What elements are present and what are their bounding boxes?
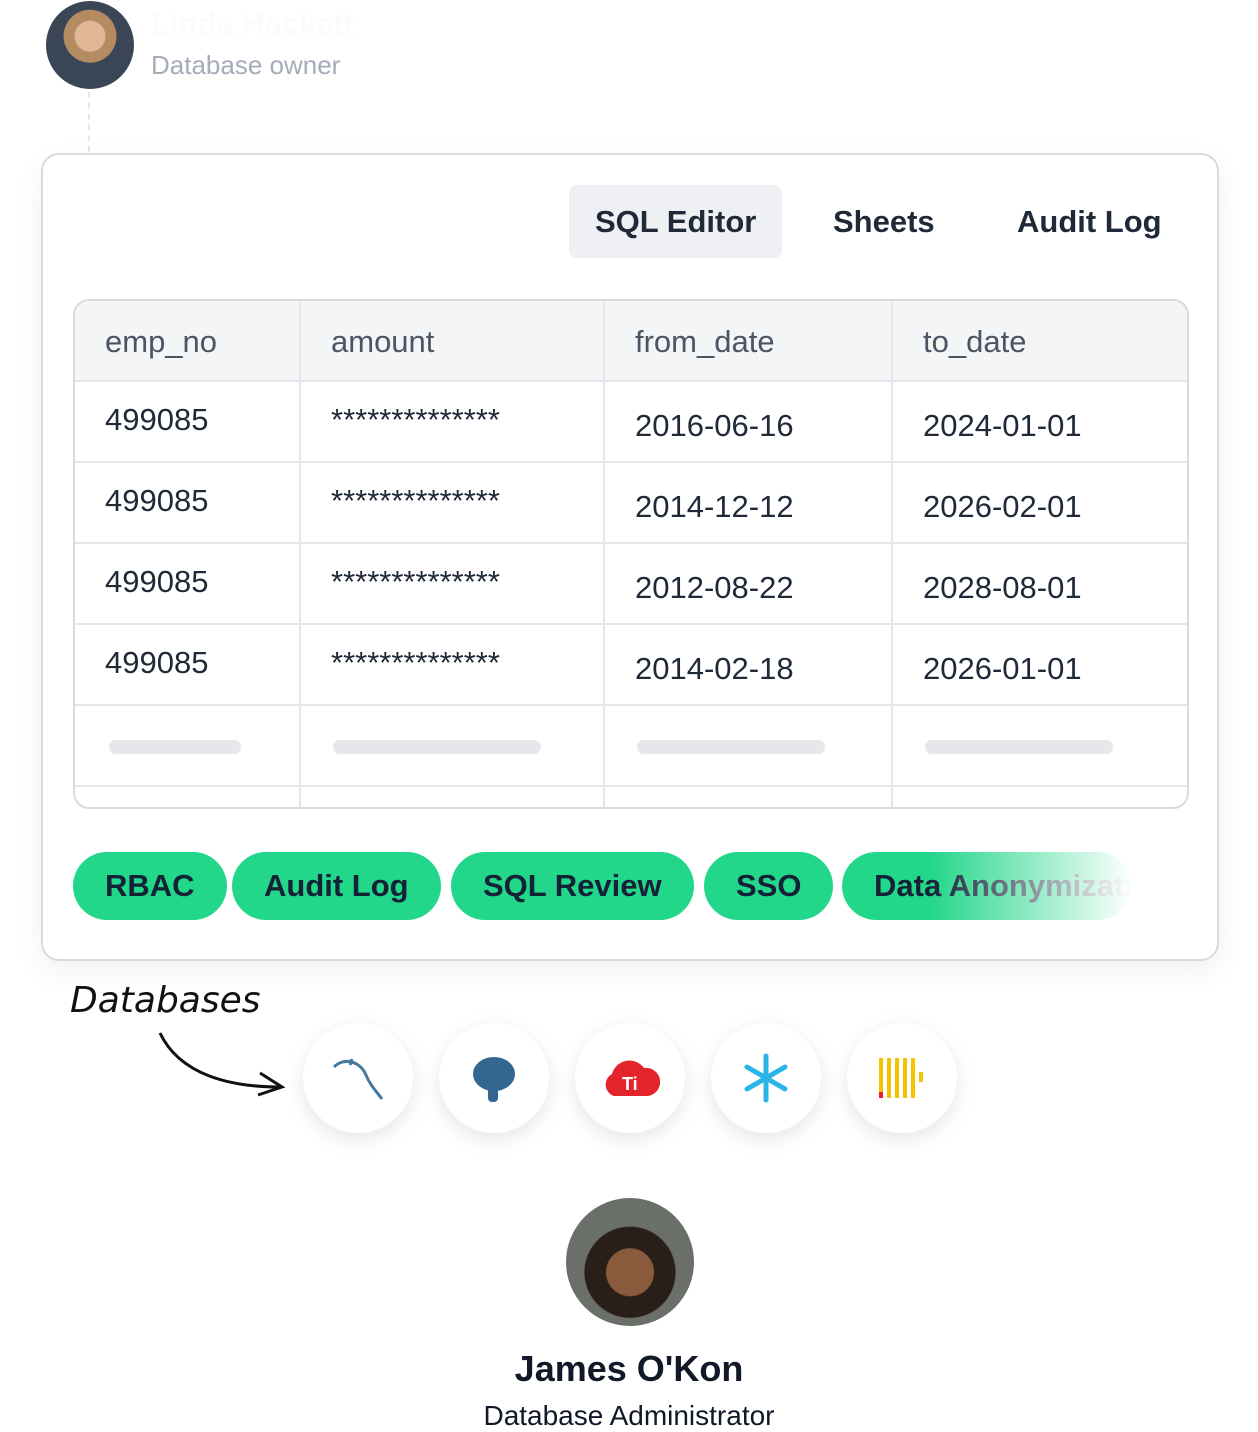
snowflake-icon[interactable] bbox=[711, 1023, 821, 1133]
databases-label: Databases bbox=[70, 980, 261, 1021]
cell-value: ************** bbox=[331, 645, 500, 680]
feature-chip-data-anonymization[interactable]: Data Anonymization bbox=[842, 852, 1132, 920]
cell-value: 2026-01-01 bbox=[923, 651, 1082, 686]
table-cell: 499085 bbox=[75, 544, 301, 623]
svg-text:Ti: Ti bbox=[622, 1074, 638, 1094]
cell-value: 2012-08-22 bbox=[635, 570, 794, 605]
table-cell: 499085 bbox=[75, 463, 301, 542]
placeholder-row bbox=[75, 787, 1187, 807]
column-header: amount bbox=[301, 301, 605, 380]
cell-value: 499085 bbox=[105, 402, 209, 437]
tab-sheets[interactable]: Sheets bbox=[833, 204, 935, 239]
sql-editor-card: SQL Editor Sheets Audit Log emp_no amoun… bbox=[41, 153, 1219, 961]
connector-line bbox=[88, 92, 90, 152]
owner-name: Linda Hackett bbox=[151, 6, 355, 41]
column-header: from_date bbox=[605, 301, 893, 380]
table-cell: 2024-01-01 bbox=[893, 382, 1187, 461]
feature-chip-sso[interactable]: SSO bbox=[704, 852, 834, 920]
cell-value: 499085 bbox=[105, 645, 209, 680]
cell-value: ************** bbox=[331, 483, 500, 518]
cell-value: 2026-02-01 bbox=[923, 489, 1082, 524]
skeleton-bar bbox=[925, 740, 1113, 754]
tab-audit-log[interactable]: Audit Log bbox=[1017, 204, 1162, 239]
cell-value: 2014-12-12 bbox=[635, 489, 794, 524]
table-row: 499085 ************** 2014-02-18 2026-01-01 bbox=[75, 625, 1187, 706]
table-cell: 2028-08-01 bbox=[893, 544, 1187, 623]
table-cell: 499085 bbox=[75, 382, 301, 461]
table-cell: 499085 bbox=[75, 625, 301, 704]
table-row: 499085 ************** 2016-06-16 2024-01-01 bbox=[75, 382, 1187, 463]
cell-value: 2014-02-18 bbox=[635, 651, 794, 686]
owner-role: Database owner bbox=[151, 50, 341, 80]
tidb-icon[interactable]: Ti bbox=[575, 1023, 685, 1133]
admin-role: Database Administrator bbox=[483, 1400, 775, 1431]
cell-value: 2024-01-01 bbox=[923, 408, 1082, 443]
cell-value: 499085 bbox=[105, 564, 209, 599]
column-header: emp_no bbox=[75, 301, 301, 380]
placeholder-row bbox=[75, 706, 1187, 787]
table-cell: ************** bbox=[301, 544, 605, 623]
results-table: emp_no amount from_date to_date 499085 **… bbox=[73, 299, 1189, 809]
table-cell: 2012-08-22 bbox=[605, 544, 893, 623]
table-header: emp_no amount from_date to_date bbox=[75, 301, 1187, 382]
table-cell: 2026-02-01 bbox=[893, 463, 1187, 542]
feature-chip-audit-log[interactable]: Audit Log bbox=[232, 852, 441, 920]
table-cell: 2014-12-12 bbox=[605, 463, 893, 542]
tab-sql-editor[interactable]: SQL Editor bbox=[569, 185, 783, 258]
column-header: to_date bbox=[923, 324, 1027, 359]
skeleton-bar bbox=[109, 740, 241, 754]
cell-value: ************** bbox=[331, 402, 500, 437]
table-cell: 2014-02-18 bbox=[605, 625, 893, 704]
feature-chip-rbac[interactable]: RBAC bbox=[73, 852, 227, 920]
postgresql-icon[interactable] bbox=[439, 1023, 549, 1133]
cell-value: 2016-06-16 bbox=[635, 408, 794, 443]
skeleton-bar bbox=[637, 740, 825, 754]
cell-value: 2028-08-01 bbox=[923, 570, 1082, 605]
table-cell: ************** bbox=[301, 382, 605, 461]
mysql-icon[interactable] bbox=[303, 1023, 413, 1133]
skeleton-bar bbox=[333, 740, 541, 754]
cell-value: ************** bbox=[331, 564, 500, 599]
owner-avatar bbox=[46, 1, 134, 89]
table-cell: 2026-01-01 bbox=[893, 625, 1187, 704]
table-row: 499085 ************** 2012-08-22 2028-08-01 bbox=[75, 544, 1187, 625]
admin-avatar bbox=[566, 1198, 694, 1326]
arrow-icon bbox=[158, 1032, 286, 1097]
table-row: 499085 ************** 2014-12-12 2026-02-01 bbox=[75, 463, 1187, 544]
table-cell: ************** bbox=[301, 463, 605, 542]
table-cell: ************** bbox=[301, 625, 605, 704]
table-cell: 2016-06-16 bbox=[605, 382, 893, 461]
clickhouse-icon[interactable] bbox=[847, 1023, 957, 1133]
admin-name: James O'Kon bbox=[514, 1348, 744, 1389]
feature-chip-sql-review[interactable]: SQL Review bbox=[451, 852, 694, 920]
cell-value: 499085 bbox=[105, 483, 209, 518]
